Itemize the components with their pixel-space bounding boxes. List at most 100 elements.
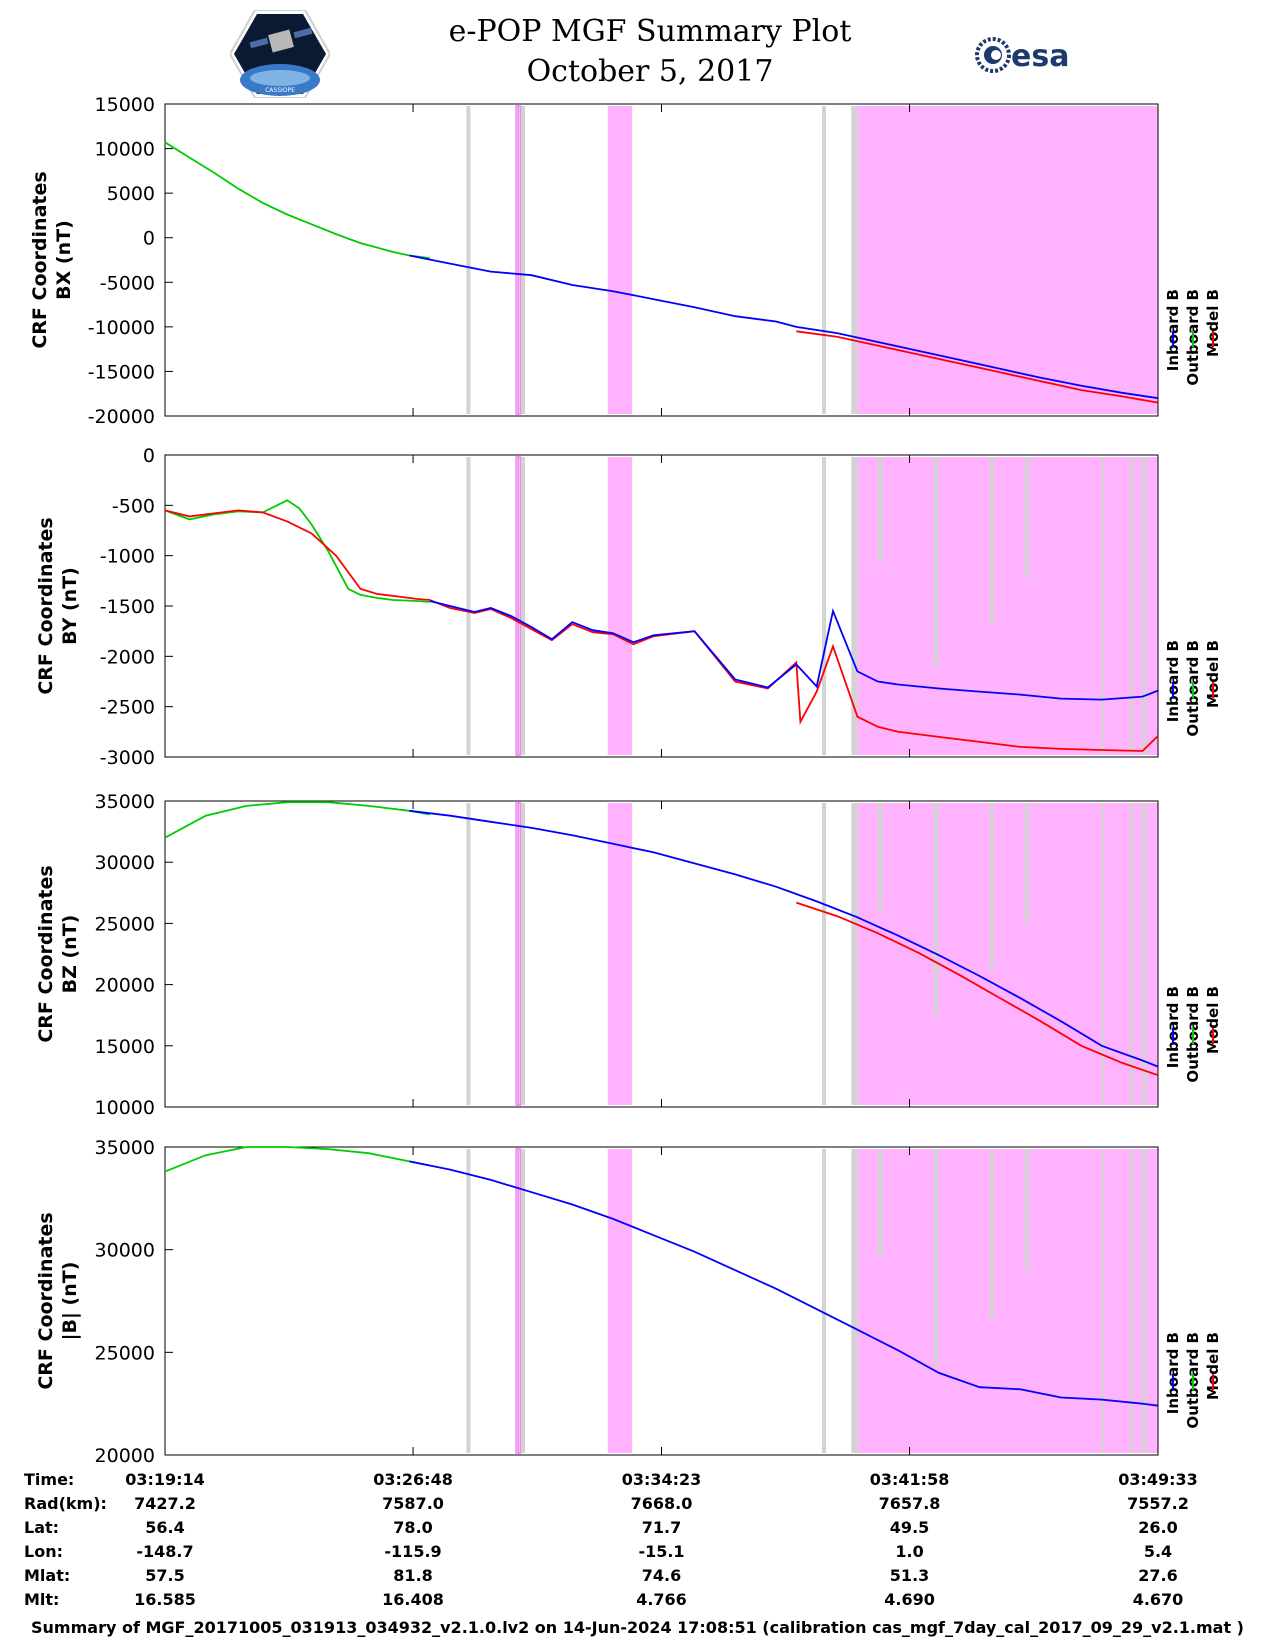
y-tick-label: 30000 [95,1240,155,1262]
legend-entry: Model B [1204,986,1222,1054]
table-cell: 7427.2 [134,1494,196,1513]
y-tick-label: 35000 [95,791,155,813]
gray-flag-band [1101,457,1105,755]
y-tick-label: 5000 [107,183,155,205]
table-cell: 26.0 [1138,1518,1177,1537]
y-tick-label: -15000 [88,361,155,383]
y-tick-label: 10000 [95,1097,155,1119]
gray-flag-band [1142,457,1147,755]
table-cell: -115.9 [384,1542,441,1561]
gray-flag-band [821,106,827,414]
table-cell: 03:41:58 [870,1470,950,1489]
gray-flag-band [877,457,883,563]
table-row-label: Lon: [24,1542,63,1561]
table-cell: 51.3 [890,1566,929,1585]
pink-flag-line [517,105,522,415]
table-cell: 56.4 [145,1518,184,1537]
y-tick-label: -2000 [100,646,155,668]
legend-entry: Inboard B [1164,986,1182,1068]
gray-flag-band [466,457,471,755]
series-line [164,141,430,260]
pink-flag-band [607,803,633,1105]
y-tick-label: -1500 [100,596,155,618]
pink-flag-band [857,106,1158,414]
y-axis-label: CRF Coordinates [35,517,57,694]
gray-flag-band [520,1149,526,1453]
panel-4: 35000 30000 25000 20000 CRF Coordinates |B| (… [35,1137,1222,1467]
y-axis-label: |B| (nT) [59,1262,81,1341]
legend-entry: Model B [1204,1332,1222,1400]
cassiope-mission-logo-icon: CASSIOPE [230,10,330,98]
y-tick-label: 20000 [95,1445,155,1467]
pink-flag-band [607,1149,633,1453]
table-cell: -15.1 [638,1542,684,1561]
table-cell: 5.4 [1144,1542,1172,1561]
gray-flag-band [1025,457,1030,578]
series-line [796,330,1159,404]
gray-flag-band [933,1149,939,1365]
gray-flag-band [1142,1149,1147,1453]
series-line [429,600,1159,701]
y-axis-label: CRF Coordinates [29,171,51,348]
y-tick-label: 35000 [95,1137,155,1159]
pink-flag-band [607,106,633,414]
y-axis-label: CRF Coordinates [35,1212,57,1389]
table-cell: 4.690 [884,1590,935,1609]
gray-flag-band [466,106,471,414]
table-cell: 1.0 [895,1542,923,1561]
y-tick-label: 0 [143,445,155,467]
pink-flag-line [517,802,522,1106]
logo-right-text: esa [1011,39,1069,74]
logo-left-text: CASSIOPE [265,87,295,94]
pink-flag-band [607,457,633,755]
y-tick-label: -5000 [100,272,155,294]
table-cell: 71.7 [642,1518,681,1537]
legend-entry: Model B [1204,640,1222,708]
table-cell: 4.766 [636,1590,687,1609]
pink-flag-band [857,803,1158,1105]
series-line [164,509,1159,752]
title-line-1: e-POP MGF Summary Plot [448,14,852,49]
gray-flag-band [821,1149,827,1453]
series-line [409,809,1159,1068]
table-cell: 78.0 [393,1518,432,1537]
legend-entry: Model B [1204,289,1222,357]
gray-flag-band [466,803,471,1105]
pink-flag-line [517,1148,522,1454]
y-tick-label: 0 [143,228,155,250]
y-tick-label: -1000 [100,546,155,568]
series-line [164,499,430,603]
table-row-label: Time: [24,1470,74,1489]
table-cell: 7668.0 [631,1494,693,1513]
y-tick-label: -2500 [100,697,155,719]
table-cell: 7557.2 [1127,1494,1189,1513]
y-tick-label: -10000 [88,317,155,339]
gray-flag-band [821,803,827,1105]
y-tick-label: 20000 [95,975,155,997]
table-cell: 03:34:23 [622,1470,702,1489]
legend-entry: Inboard B [1164,1332,1182,1414]
table-cell: 49.5 [890,1518,929,1537]
table-cell: 7657.8 [879,1494,941,1513]
esa-logo-icon: esa [975,37,1069,74]
gray-flag-band [1101,1149,1105,1453]
table-cell: 03:26:48 [373,1470,453,1489]
y-axis-label: BY (nT) [59,567,81,645]
series-line [409,1160,1159,1407]
gray-flag-band [877,803,883,911]
y-axis-label: CRF Coordinates [35,865,57,1042]
table-cell: 7587.0 [382,1494,444,1513]
series-line [409,254,1159,400]
table-cell: 16.585 [134,1590,196,1609]
panel-1: 15000 10000 5000 0 -5000 -10000 -15000 -20000 CR… [29,94,1222,428]
gray-flag-band [466,1149,471,1453]
gray-flag-band [1025,1149,1030,1273]
series-line [796,901,1159,1077]
panel-3: 35000 30000 25000 20000 15000 10000 CRF Coordi… [35,791,1222,1119]
gray-flag-band [1101,803,1105,1105]
y-axis-label: BX (nT) [53,220,75,300]
gray-flag-band [933,803,939,1018]
gray-flag-band [851,803,858,1105]
table-cell: 03:19:14 [125,1470,205,1489]
y-tick-label: 15000 [95,1036,155,1058]
